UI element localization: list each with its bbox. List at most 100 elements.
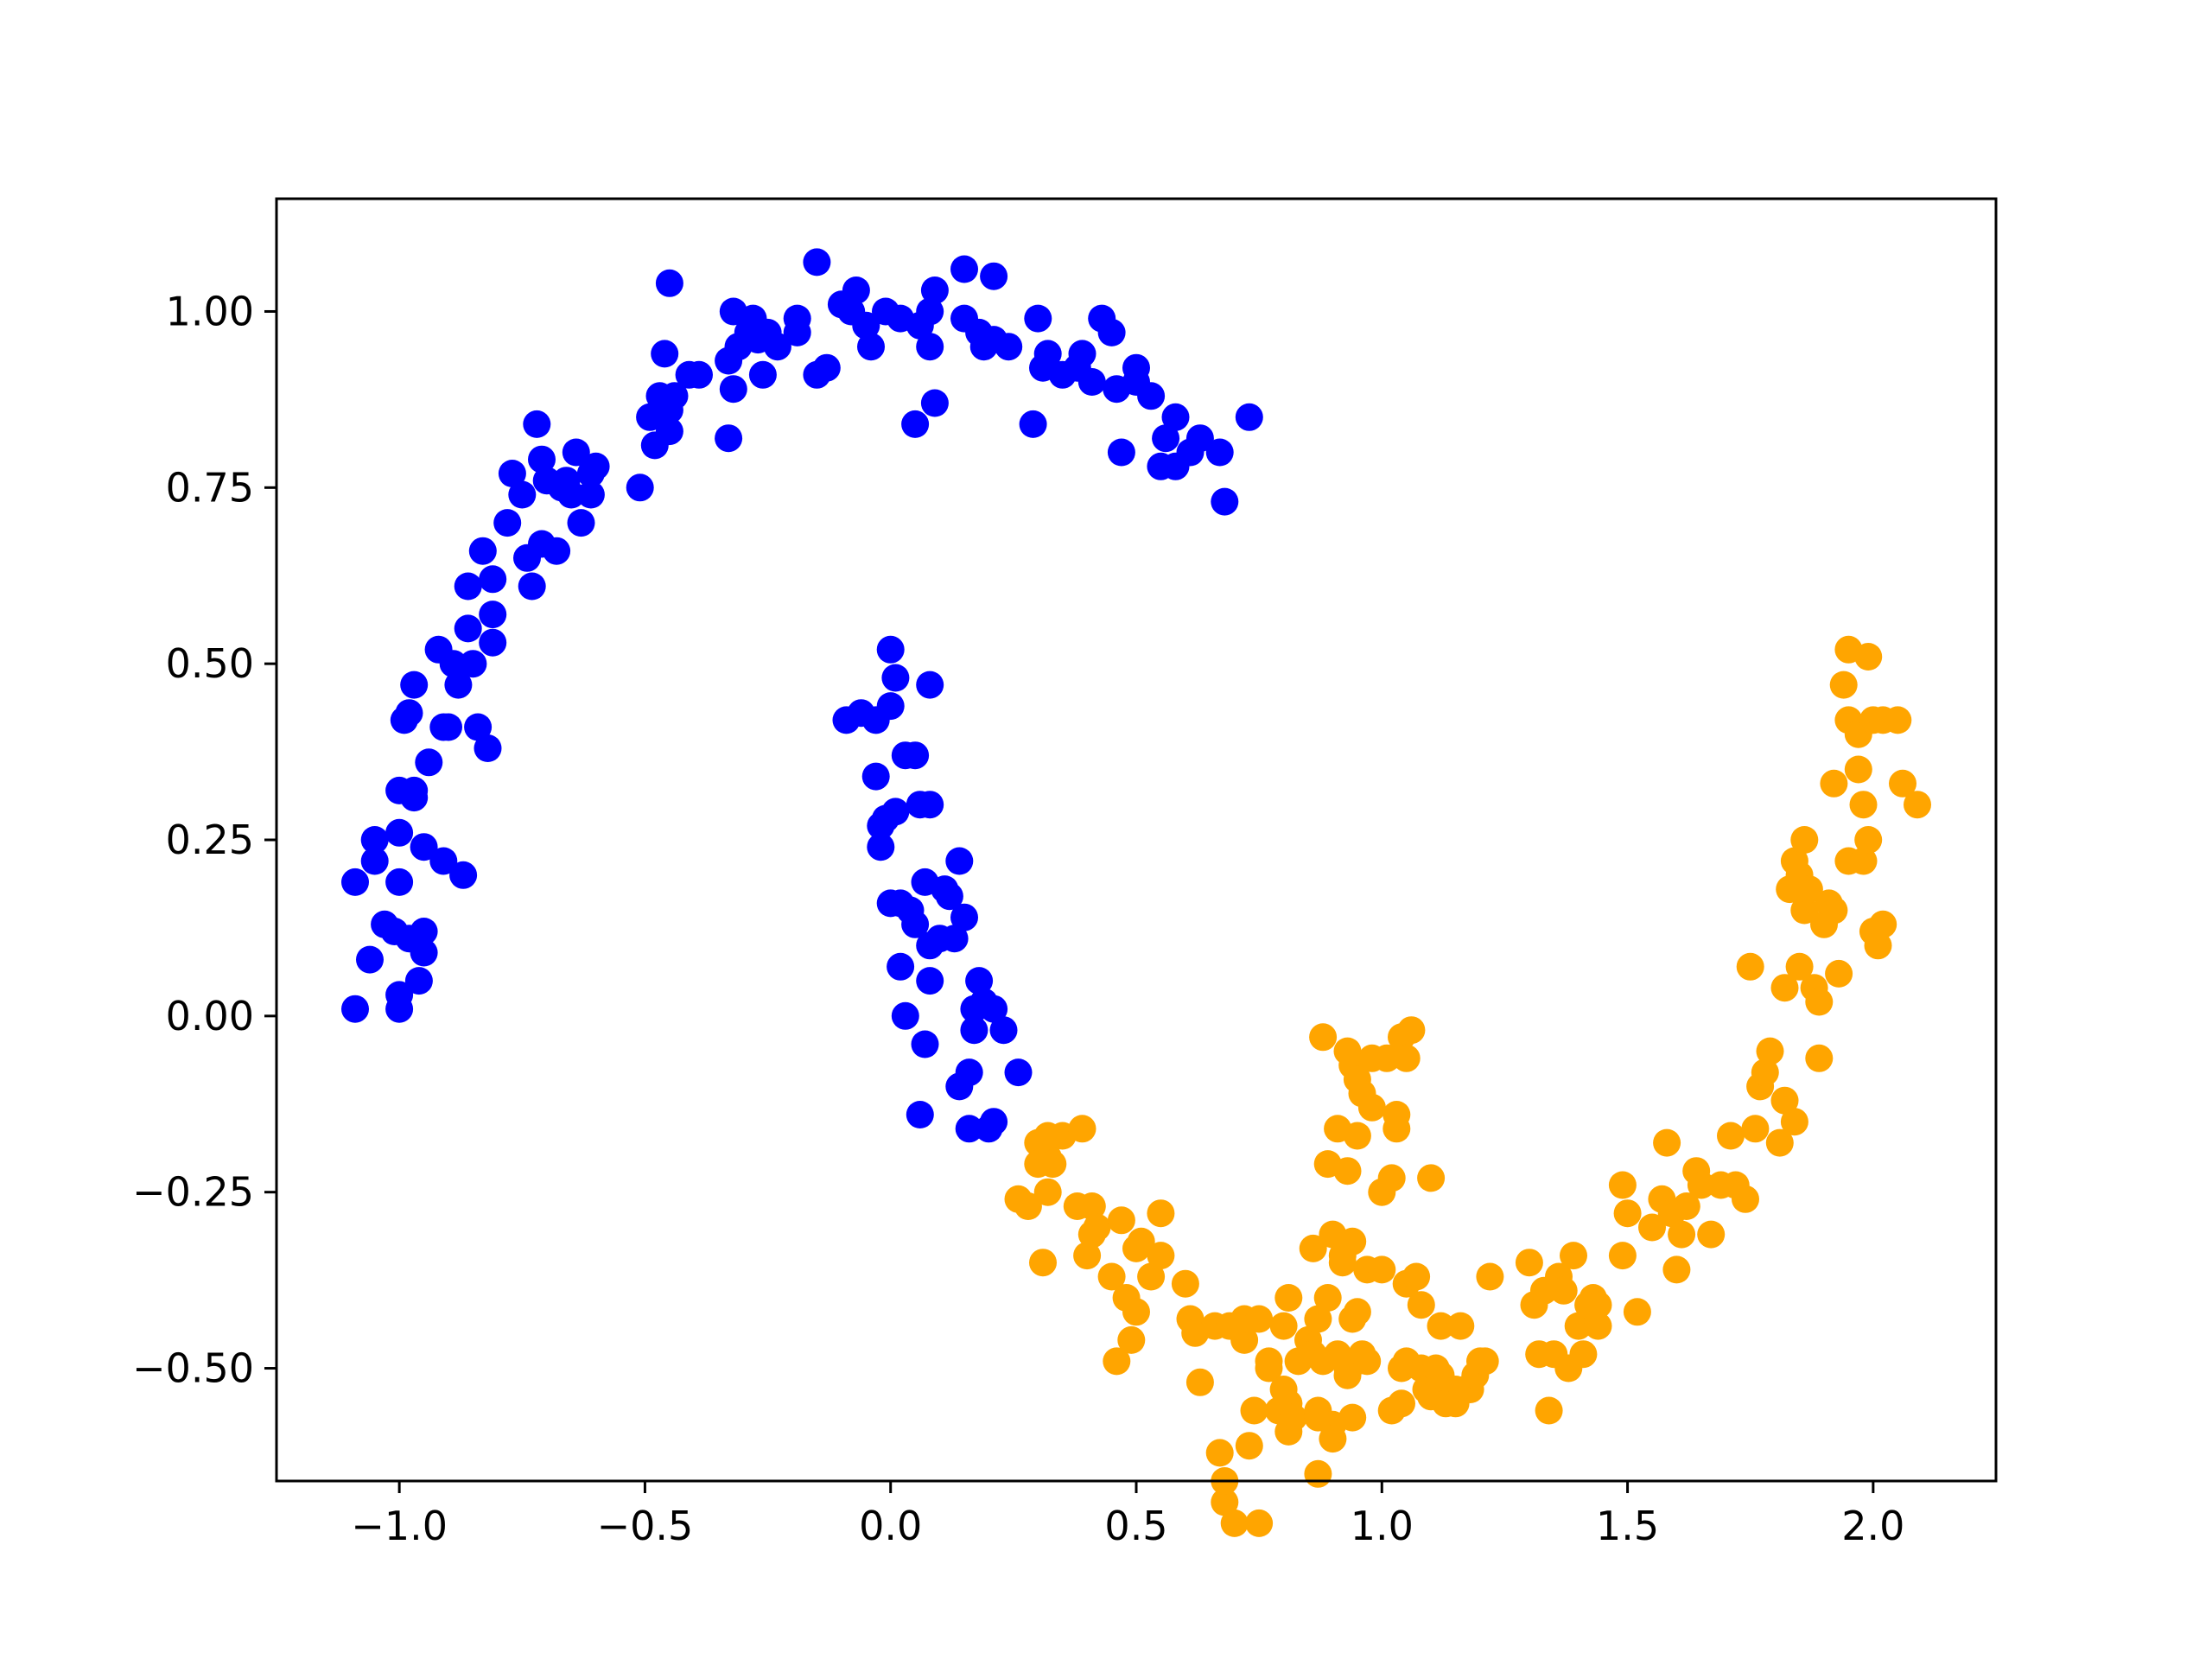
data-point	[395, 699, 423, 728]
data-point	[1884, 706, 1912, 734]
data-point	[1549, 1276, 1578, 1305]
data-point	[1107, 1206, 1135, 1235]
data-point	[876, 692, 905, 721]
data-point	[955, 1058, 983, 1087]
data-point	[1137, 1262, 1166, 1291]
data-point	[980, 262, 1008, 290]
data-point	[1741, 1115, 1770, 1143]
data-point	[719, 375, 747, 404]
data-point	[1147, 1199, 1175, 1228]
x-axis: −1.0 −0.5 0.0 0.5 1.0 1.5 2.0	[351, 1481, 1904, 1549]
data-point	[415, 748, 443, 777]
data-point	[1829, 671, 1858, 699]
data-point	[950, 255, 978, 283]
data-point	[1638, 1213, 1666, 1242]
data-point	[812, 353, 841, 382]
data-point	[449, 861, 478, 889]
data-point	[887, 952, 915, 981]
data-point	[852, 311, 880, 340]
data-point	[1584, 1291, 1612, 1319]
data-point	[1245, 1509, 1274, 1537]
data-point	[1333, 1157, 1362, 1185]
data-point	[1338, 1227, 1367, 1255]
data-point	[543, 537, 571, 565]
data-point	[1471, 1347, 1499, 1376]
data-point	[1584, 1312, 1612, 1340]
data-point	[385, 818, 414, 847]
data-point	[1103, 1347, 1131, 1376]
data-point	[1185, 424, 1214, 453]
data-point	[626, 474, 654, 502]
x-tick-label: −0.5	[597, 1503, 694, 1549]
data-point	[1780, 1108, 1808, 1136]
data-point	[341, 995, 369, 1023]
data-point	[1854, 643, 1883, 671]
data-point	[1152, 424, 1180, 453]
data-point	[1137, 382, 1166, 410]
data-point	[1388, 1389, 1415, 1418]
data-point	[557, 480, 586, 509]
data-point	[1805, 1044, 1834, 1072]
data-point	[1328, 1249, 1357, 1277]
data-point	[410, 938, 438, 967]
data-point	[1672, 1192, 1700, 1220]
y-tick-label: 0.50	[166, 640, 254, 687]
data-point	[881, 664, 910, 692]
data-point	[1392, 1044, 1421, 1072]
data-point	[1864, 931, 1892, 960]
data-point	[920, 389, 949, 417]
data-point	[1805, 988, 1834, 1016]
data-point	[916, 967, 944, 995]
data-point	[385, 868, 414, 896]
data-point	[429, 847, 458, 875]
data-point	[920, 276, 949, 304]
data-point	[1608, 1242, 1637, 1270]
y-tick-label: −0.25	[132, 1169, 254, 1216]
data-point	[385, 981, 414, 1009]
data-point	[479, 628, 507, 657]
data-point	[1751, 1058, 1779, 1087]
data-point	[1407, 1291, 1435, 1319]
data-point	[1417, 1164, 1446, 1192]
data-point	[1235, 403, 1263, 431]
data-point	[1904, 791, 1931, 819]
data-point	[1033, 1178, 1062, 1206]
data-point	[980, 995, 1008, 1023]
data-point	[1211, 487, 1239, 516]
x-tick-label: 0.0	[859, 1503, 922, 1549]
data-point	[1127, 1227, 1155, 1255]
data-point	[1717, 1122, 1745, 1150]
data-point	[960, 1016, 988, 1045]
data-point	[1033, 340, 1062, 368]
data-point	[685, 360, 713, 389]
data-point	[341, 868, 369, 896]
data-point	[356, 945, 384, 974]
data-point	[410, 833, 438, 861]
data-point	[464, 713, 493, 741]
data-point	[901, 741, 930, 770]
data-point	[562, 438, 590, 467]
data-point	[1446, 1312, 1475, 1340]
data-point	[400, 671, 429, 699]
data-point	[1687, 1171, 1715, 1199]
data-point	[955, 1115, 983, 1143]
data-point	[655, 269, 683, 297]
data-point	[1343, 1122, 1371, 1150]
data-point	[1304, 1459, 1332, 1488]
data-point	[1353, 1347, 1382, 1376]
data-point	[508, 480, 537, 509]
data-point	[916, 333, 944, 361]
data-point	[1732, 1185, 1759, 1213]
data-point	[803, 248, 831, 276]
data-point	[576, 480, 605, 509]
data-point	[1171, 1269, 1199, 1298]
data-point	[1825, 959, 1853, 988]
data-point	[901, 910, 930, 938]
data-point	[965, 967, 994, 995]
data-point	[715, 424, 743, 453]
data-point	[891, 1001, 919, 1030]
data-point	[916, 791, 944, 819]
x-tick-label: −1.0	[351, 1503, 448, 1549]
data-point	[1220, 1509, 1249, 1537]
